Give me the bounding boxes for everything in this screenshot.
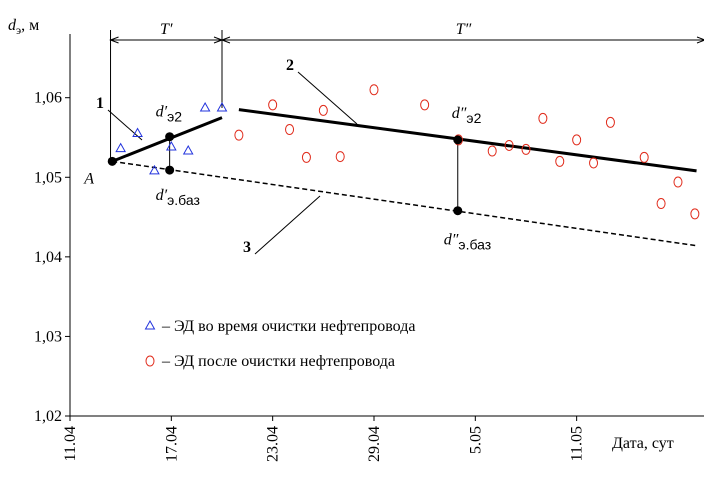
legend-marker	[144, 319, 156, 330]
circle-point	[656, 198, 666, 210]
x-tick-label: 11.05	[569, 426, 586, 461]
y-label-unit: , м	[21, 17, 39, 34]
leader-line	[254, 195, 321, 255]
legend-label: – ЭД во время очистки нефтепровода	[161, 318, 415, 335]
triangle-point	[216, 102, 228, 112]
point-sub: э.баз	[458, 237, 491, 253]
x-tick-label: 29.04	[366, 426, 383, 462]
x-tick-label: 11.04	[62, 426, 79, 461]
circle-point	[639, 151, 649, 163]
trend-line	[112, 160, 697, 247]
y-tick-label: 1,03	[34, 328, 62, 345]
arrow	[220, 36, 231, 44]
circle-point	[673, 176, 683, 188]
key-point	[107, 156, 117, 166]
circle-point	[301, 151, 311, 163]
line-label: 3	[243, 239, 251, 256]
circle-point	[521, 143, 531, 155]
x-tick-label: 23.04	[265, 426, 282, 462]
circle-point	[605, 116, 615, 128]
arrow	[109, 36, 119, 44]
y-tick-label: 1,05	[34, 169, 62, 186]
circle-point	[420, 99, 430, 111]
y-tick-label: 1,06	[34, 90, 62, 107]
x-axis-label: Дата, сут	[612, 435, 674, 452]
point-label: d′э2	[156, 104, 183, 125]
triangle-point	[132, 127, 143, 138]
circle-point	[318, 104, 328, 116]
point-label: d″э.баз	[444, 232, 491, 253]
y-label-sub: э	[16, 23, 21, 37]
circle-point	[555, 155, 565, 167]
circle-point	[369, 84, 379, 96]
period-label: T″	[456, 21, 472, 38]
key-point	[453, 135, 463, 145]
leader-line	[107, 109, 143, 141]
circle-point	[268, 99, 278, 111]
triangle-point	[149, 164, 160, 175]
point-sub: э.баз	[167, 192, 200, 208]
point-label: A	[83, 170, 94, 187]
circle-point	[234, 129, 244, 141]
point-symbol: d″	[444, 232, 459, 249]
legend-label: – ЭД после очистки нефтепровода	[161, 353, 395, 370]
legend-marker	[145, 355, 155, 367]
point-symbol: d′	[156, 104, 168, 121]
circle-point	[589, 157, 599, 169]
triangle-point	[115, 142, 127, 153]
circle-point	[572, 134, 582, 146]
circle-point	[487, 145, 497, 157]
circle-point	[690, 208, 700, 220]
y-axis-label: dэ, м	[8, 17, 39, 37]
point-sub: э2	[167, 109, 182, 125]
line-label: 2	[286, 57, 294, 74]
point-symbol: A	[83, 170, 94, 187]
trend-line	[238, 108, 697, 173]
leader-line	[297, 71, 358, 125]
point-symbol: d′	[156, 187, 168, 204]
circle-point	[335, 151, 345, 163]
circle-point	[285, 124, 295, 136]
triangle-point	[165, 141, 177, 151]
point-label: d′э.баз	[156, 187, 200, 208]
key-point	[453, 206, 463, 216]
y-tick-label: 1,04	[34, 249, 62, 266]
arrow	[696, 36, 704, 44]
circle-point	[504, 139, 514, 151]
line-label: 1	[96, 95, 104, 112]
period-label: T′	[160, 21, 173, 38]
x-tick-label: 17.04	[163, 426, 180, 462]
point-symbol: d″	[452, 105, 467, 122]
y-tick-label: 1,02	[34, 408, 62, 425]
x-tick-label: 5.05	[467, 426, 484, 454]
triangle-point	[199, 102, 211, 112]
point-sub: э2	[466, 110, 481, 126]
triangle-point	[182, 144, 194, 155]
key-point	[165, 132, 175, 142]
key-point	[165, 165, 175, 175]
circle-point	[538, 112, 548, 124]
y-label-symbol: d	[8, 17, 17, 34]
point-label: d″э2	[452, 105, 482, 126]
